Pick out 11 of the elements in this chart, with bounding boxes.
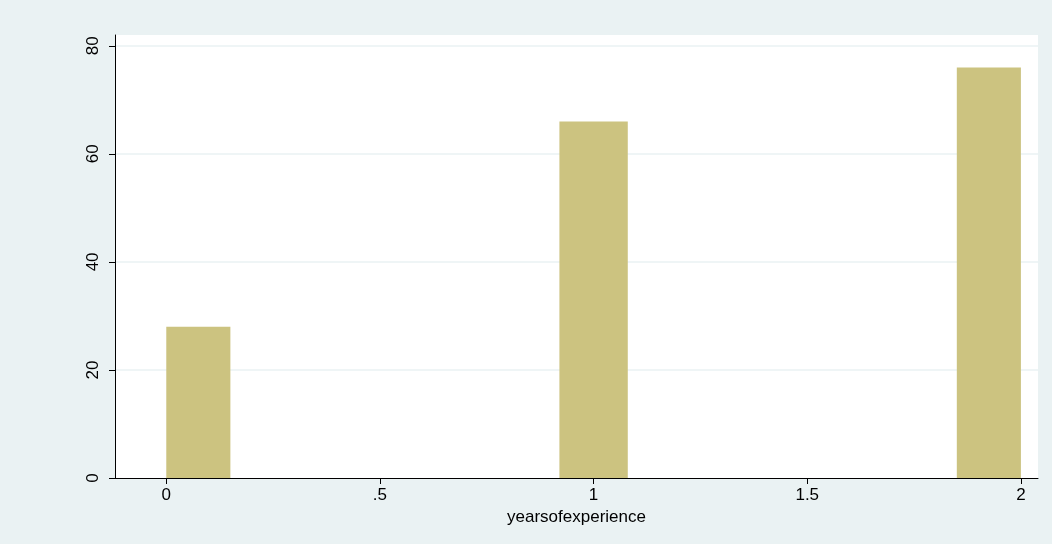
- x-tick-label: 0: [161, 485, 172, 504]
- y-tick-label: 60: [83, 144, 102, 164]
- x-tick-label: 2: [1016, 485, 1026, 504]
- y-tick-label: 80: [83, 36, 102, 56]
- x-tick-label: .5: [372, 485, 388, 504]
- y-tick-label: 0: [83, 473, 102, 483]
- y-tick-label: 40: [83, 252, 102, 272]
- y-tick-label: 20: [83, 360, 102, 380]
- x-tick-label: 1.5: [795, 485, 820, 504]
- x-tick-label: 1: [588, 485, 599, 504]
- x-axis-title: yearsofexperience: [507, 506, 646, 526]
